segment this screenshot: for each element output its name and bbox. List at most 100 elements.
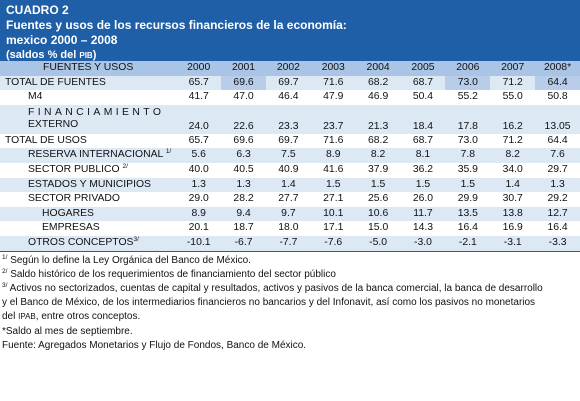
table-cell: 8.2 (355, 148, 401, 163)
row-label: EMPRESAS (0, 221, 177, 236)
table-cell: 69.6 (221, 133, 266, 149)
table-cell: 29.0 (176, 192, 222, 207)
table-cell: 1.4 (265, 177, 311, 193)
table-header-banner: CUADRO 2 Fuentes y usos de los recursos … (0, 0, 580, 61)
table-cell: 13.8 (490, 206, 536, 222)
table-cell: 64.4 (535, 133, 580, 149)
table-cell: 1.5 (310, 177, 356, 193)
table-cell: 21.3 (355, 104, 401, 134)
footnote-2: 2/ Saldo histórico de los requerimientos… (2, 267, 336, 280)
table-cell: 40.5 (221, 162, 266, 178)
table-cell: 13.5 (445, 206, 491, 222)
table-cell: 23.3 (265, 104, 311, 134)
table-cell: -3.0 (400, 235, 446, 252)
table-cell: 47.9 (310, 90, 356, 105)
table-cell: 22.6 (221, 104, 266, 134)
table-row: OTROS CONCEPTOS3/ -10.1 -6.7 -7.7 -7.6 -… (0, 235, 580, 252)
table-cell: 36.2 (400, 162, 446, 178)
table-subtitle: mexico 2000 – 2008 (6, 33, 118, 47)
column-header-year: 2005 (400, 61, 446, 76)
table-cell: 14.3 (400, 221, 446, 236)
table-cell: 65.7 (176, 133, 222, 149)
source-note: Fuente: Agregados Monetarios y Flujo de … (2, 339, 307, 351)
table-cell: 9.7 (265, 206, 311, 222)
table-row: TOTAL DE FUENTES 65.7 69.6 69.7 71.6 68.… (0, 75, 580, 91)
table-cell: 55.0 (490, 90, 536, 105)
table-cell: 28.2 (221, 192, 266, 207)
column-header-year: 2000 (176, 61, 222, 76)
table-cell: 18.4 (400, 104, 446, 134)
table-cell: 35.9 (445, 162, 491, 178)
table-cell: 46.4 (265, 90, 311, 105)
column-header-year: 2003 (310, 61, 356, 76)
column-header-year: 2001 (221, 61, 266, 76)
table-row: RESERVA INTERNACIONAL 1/ 5.6 6.3 7.5 8.9… (0, 148, 580, 163)
table-cell: 50.4 (400, 90, 446, 105)
column-header-year: 2006 (445, 61, 491, 76)
table-row: HOGARES 8.9 9.4 9.7 10.1 10.6 11.7 13.5 … (0, 206, 580, 222)
table-cell: 16.9 (490, 221, 536, 236)
table-cell: -3.3 (535, 235, 580, 252)
row-label: FINANCIAMIENTO EXTERNO (0, 104, 177, 134)
table-cell: 15.0 (355, 221, 401, 236)
row-label: SECTOR PRIVADO (0, 192, 177, 207)
table-cell: 9.4 (221, 206, 266, 222)
table-row: ESTADOS Y MUNICIPIOS 1.3 1.3 1.4 1.5 1.5… (0, 177, 580, 193)
row-label: TOTAL DE FUENTES (0, 75, 177, 91)
row-label: SECTOR PUBLICO 2/ (0, 162, 177, 178)
table-cell: -7.7 (265, 235, 311, 252)
table-cell: 5.6 (176, 148, 222, 163)
table-cell: 1.3 (535, 177, 580, 193)
table-cell: 26.0 (400, 192, 446, 207)
footnotes: 1/ Según lo define la Ley Orgánica del B… (0, 254, 580, 353)
table-cell: 20.1 (176, 221, 222, 236)
table-cell: 7.8 (445, 148, 491, 163)
column-header-label: FUENTES Y USOS (0, 61, 177, 76)
footnote-1: 1/ Según lo define la Ley Orgánica del B… (2, 253, 251, 266)
table-cell: 18.7 (221, 221, 266, 236)
table-row: FINANCIAMIENTO EXTERNO 24.0 22.6 23.3 23.… (0, 104, 580, 134)
column-header-year: 2002 (265, 61, 311, 76)
footnote-mark: 3/ (133, 235, 139, 243)
table-cell: 68.7 (400, 75, 446, 91)
row-label: HOGARES (0, 206, 177, 222)
table-cell: 40.0 (176, 162, 222, 178)
table-cell: 8.2 (490, 148, 536, 163)
table-cell: 18.0 (265, 221, 311, 236)
table-cell: 64.4 (535, 75, 580, 91)
table-cell: 1.3 (221, 177, 266, 193)
column-header-year: 2004 (355, 61, 401, 76)
table-row: SECTOR PUBLICO 2/ 40.0 40.5 40.9 41.6 37… (0, 162, 580, 178)
table-cell: 73.0 (445, 75, 491, 91)
footnote-3-end: del IPAB, entre otros conceptos. (2, 311, 141, 323)
table-cell: 7.6 (535, 148, 580, 163)
table-row: M4 41.7 47.0 46.4 47.9 46.9 50.4 55.2 55… (0, 90, 580, 105)
table-cell: 47.0 (221, 90, 266, 105)
footnote-3: 3/ Activos no sectorizados, cuentas de c… (2, 281, 543, 294)
table-row: EMPRESAS 20.1 18.7 18.0 17.1 15.0 14.3 1… (0, 221, 580, 236)
footnote-mark: 1/ (165, 148, 172, 156)
table-cell: -3.1 (490, 235, 536, 252)
table-cell: 29.9 (445, 192, 491, 207)
table-row: TOTAL DE USOS 65.7 69.6 69.7 71.6 68.2 6… (0, 133, 580, 149)
table-cell: 69.7 (265, 133, 311, 149)
table-cell: 6.3 (221, 148, 266, 163)
table-number: CUADRO 2 (6, 3, 69, 17)
footnote-mark: 2/ (122, 162, 128, 170)
table-cell: 41.7 (176, 90, 222, 105)
table-cell: 16.4 (445, 221, 491, 236)
table-cell: 16.4 (535, 221, 580, 236)
table-cell: 17.8 (445, 104, 491, 134)
table-cell: 55.2 (445, 90, 491, 105)
table-cell: 1.5 (355, 177, 401, 193)
table-cell: 23.7 (310, 104, 356, 134)
table-cell: 73.0 (445, 133, 491, 149)
table-cell: -2.1 (445, 235, 491, 252)
data-table: FUENTES Y USOS 2000 2001 2002 2003 2004 … (0, 61, 580, 252)
table-cell: 40.9 (265, 162, 311, 178)
table-cell: 65.7 (176, 75, 222, 91)
table-cell: 71.2 (490, 133, 536, 149)
column-header-year: 2008* (535, 61, 580, 76)
table-cell: 17.1 (310, 221, 356, 236)
row-label: ESTADOS Y MUNICIPIOS (0, 177, 177, 193)
